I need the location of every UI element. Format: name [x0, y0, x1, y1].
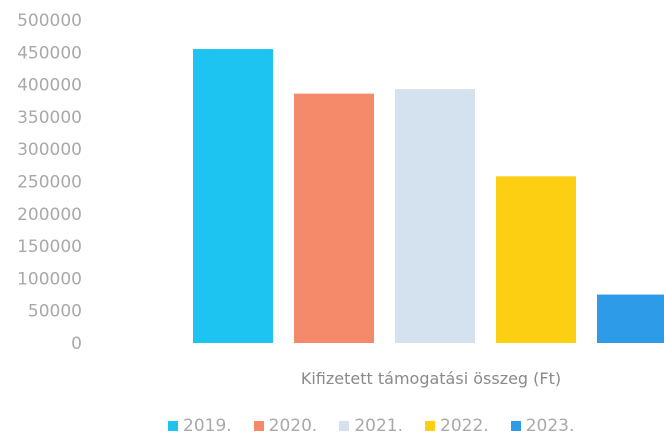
- bars: [193, 49, 664, 343]
- legend: 2019. 2020. 2021. 2022. 2023.: [168, 416, 574, 436]
- y-tick-label: 200000: [17, 205, 82, 225]
- legend-item: 2023.: [510, 416, 575, 436]
- y-tick-label: 0: [71, 334, 82, 354]
- y-axis: 5000004500004000003500003000002500002000…: [17, 11, 82, 354]
- y-tick-label: 150000: [17, 237, 82, 257]
- y-tick-label: 250000: [17, 173, 82, 193]
- x-axis-label: Kifizetett támogatási összeg (Ft): [301, 369, 561, 388]
- legend-swatch: [339, 421, 350, 431]
- legend-item: 2020.: [253, 416, 318, 436]
- bar-2021: [395, 89, 475, 343]
- y-tick-label: 50000: [28, 302, 82, 322]
- bar-2023: [597, 294, 664, 343]
- legend-swatch: [168, 421, 178, 431]
- y-tick-label: 100000: [17, 269, 82, 289]
- y-tick-label: 500000: [17, 11, 82, 31]
- legend-swatch: [253, 421, 264, 431]
- legend-label: 2022.: [440, 416, 489, 436]
- legend-swatch: [425, 421, 436, 431]
- bar-2020: [294, 93, 374, 343]
- bar-2022: [496, 176, 576, 343]
- legend-label: 2023.: [525, 416, 575, 436]
- legend-label: 2020.: [268, 416, 318, 436]
- legend-label: 2019.: [183, 416, 232, 436]
- y-tick-label: 400000: [17, 76, 82, 96]
- bar-2019: [193, 49, 273, 343]
- y-tick-label: 450000: [17, 43, 82, 63]
- legend-label: 2021.: [354, 416, 404, 436]
- legend-item: 2019.: [168, 416, 232, 436]
- legend-item: 2022.: [425, 416, 489, 436]
- y-tick-label: 350000: [17, 108, 82, 128]
- legend-item: 2021.: [339, 416, 403, 436]
- y-tick-label: 300000: [17, 140, 82, 160]
- legend-swatch: [510, 421, 521, 431]
